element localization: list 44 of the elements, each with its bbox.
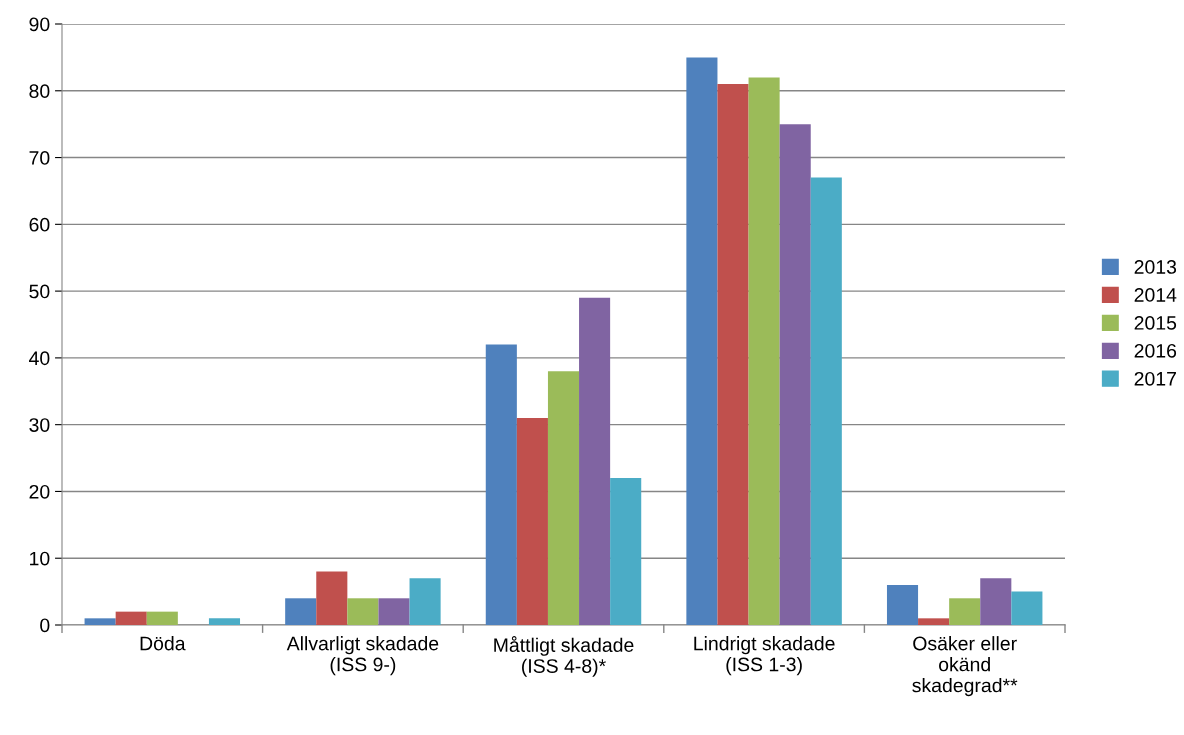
bar	[409, 578, 441, 625]
bar	[378, 598, 410, 625]
x-tick-label: Lindrigt skadade (ISS 1-3)	[694, 636, 835, 676]
bar	[980, 578, 1012, 625]
y-tick-label: 80	[29, 84, 50, 99]
y-tick-label: 90	[29, 17, 50, 32]
bar	[949, 598, 981, 625]
bar	[779, 124, 811, 625]
legend-label: 2017	[1134, 371, 1176, 386]
bar	[485, 344, 517, 625]
y-tick-label: 10	[30, 551, 50, 566]
bar	[579, 297, 611, 625]
bar	[84, 618, 116, 625]
y-tick-label: 0	[40, 618, 50, 633]
bar	[918, 618, 950, 625]
y-tick-label: 50	[29, 284, 50, 299]
bar	[516, 417, 548, 625]
x-tick-label: Osäker eller okänd skadegrad**	[912, 636, 1018, 697]
y-tick-label: 60	[29, 217, 50, 232]
bar	[717, 84, 749, 625]
bar	[686, 57, 718, 625]
legend-label: 2016	[1134, 343, 1177, 358]
x-tick-label: Döda	[140, 636, 186, 651]
bar	[610, 478, 642, 625]
y-tick-label: 70	[29, 151, 50, 165]
bar	[810, 177, 842, 625]
x-tick-label: Måttligt skadade (ISS 4-8)*	[494, 636, 634, 677]
legend-label: 2013	[1134, 260, 1177, 274]
legend-label: 2014	[1134, 288, 1177, 302]
bar	[886, 584, 919, 625]
y-tick-label: 30	[29, 418, 50, 432]
y-tick-label: 20	[29, 484, 50, 499]
bar	[748, 77, 780, 625]
y-tick-label: 40	[29, 351, 50, 366]
bar	[547, 371, 580, 625]
bar	[146, 611, 178, 625]
legend-label: 2015	[1134, 316, 1177, 330]
bar	[1011, 591, 1043, 625]
x-tick-label: Allvarligt skadade (ISS 9-)	[286, 636, 439, 676]
bar	[208, 618, 241, 625]
bar	[316, 571, 348, 625]
bar	[115, 611, 147, 625]
bar	[347, 598, 379, 625]
bar	[285, 598, 317, 625]
